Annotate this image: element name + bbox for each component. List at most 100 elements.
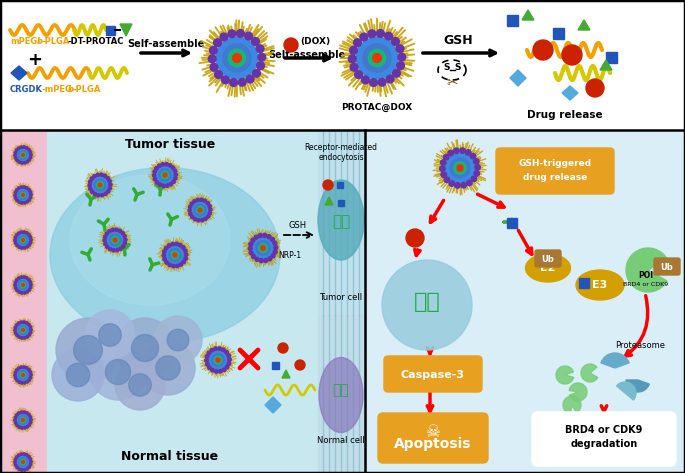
Circle shape bbox=[105, 245, 109, 249]
Circle shape bbox=[193, 200, 196, 203]
Circle shape bbox=[27, 149, 30, 151]
Circle shape bbox=[210, 46, 217, 54]
Text: -PLGA: -PLGA bbox=[42, 37, 71, 46]
Circle shape bbox=[23, 186, 25, 188]
Circle shape bbox=[105, 359, 131, 385]
Circle shape bbox=[16, 369, 18, 371]
FancyBboxPatch shape bbox=[384, 356, 482, 392]
Circle shape bbox=[18, 280, 27, 289]
Circle shape bbox=[258, 234, 262, 237]
Circle shape bbox=[124, 238, 127, 241]
Circle shape bbox=[14, 329, 16, 332]
Circle shape bbox=[23, 321, 25, 324]
Circle shape bbox=[155, 181, 159, 184]
Circle shape bbox=[353, 39, 361, 47]
Polygon shape bbox=[510, 70, 526, 86]
Circle shape bbox=[349, 55, 356, 63]
Circle shape bbox=[25, 367, 28, 369]
Circle shape bbox=[18, 246, 21, 248]
Circle shape bbox=[97, 193, 100, 197]
Circle shape bbox=[233, 53, 241, 62]
Circle shape bbox=[208, 366, 211, 369]
Circle shape bbox=[20, 192, 26, 198]
Circle shape bbox=[259, 259, 263, 263]
Circle shape bbox=[25, 232, 28, 234]
Text: GSH-triggered: GSH-triggered bbox=[519, 159, 592, 168]
Circle shape bbox=[182, 246, 185, 249]
Circle shape bbox=[18, 232, 20, 235]
Circle shape bbox=[101, 193, 104, 197]
Circle shape bbox=[471, 176, 477, 182]
Circle shape bbox=[132, 334, 158, 361]
Circle shape bbox=[175, 264, 179, 268]
FancyBboxPatch shape bbox=[654, 258, 680, 275]
Text: Self-assemble: Self-assemble bbox=[269, 50, 346, 60]
Wedge shape bbox=[601, 353, 629, 368]
Circle shape bbox=[20, 282, 26, 288]
Circle shape bbox=[273, 250, 277, 254]
Circle shape bbox=[22, 461, 25, 464]
Circle shape bbox=[350, 63, 358, 71]
Circle shape bbox=[29, 281, 32, 283]
Text: S: S bbox=[444, 63, 450, 72]
Circle shape bbox=[471, 153, 476, 159]
Circle shape bbox=[98, 183, 102, 187]
Circle shape bbox=[214, 71, 223, 79]
Circle shape bbox=[16, 233, 29, 246]
Circle shape bbox=[356, 37, 397, 79]
Wedge shape bbox=[616, 382, 636, 400]
Circle shape bbox=[249, 242, 253, 246]
Circle shape bbox=[248, 246, 252, 250]
Circle shape bbox=[23, 366, 25, 368]
Circle shape bbox=[392, 37, 399, 45]
Circle shape bbox=[164, 246, 168, 250]
Circle shape bbox=[106, 231, 124, 249]
Circle shape bbox=[28, 158, 31, 161]
Circle shape bbox=[103, 235, 107, 238]
Circle shape bbox=[204, 217, 207, 220]
Circle shape bbox=[18, 191, 27, 200]
Text: -PLGA: -PLGA bbox=[73, 85, 101, 94]
Text: CRGDK: CRGDK bbox=[10, 85, 43, 94]
Circle shape bbox=[27, 455, 30, 458]
Circle shape bbox=[16, 244, 18, 246]
Circle shape bbox=[397, 62, 404, 70]
Circle shape bbox=[254, 235, 258, 239]
Circle shape bbox=[20, 231, 23, 233]
Text: E3: E3 bbox=[593, 280, 608, 290]
Circle shape bbox=[363, 44, 391, 72]
Text: mPEG-: mPEG- bbox=[10, 37, 41, 46]
Circle shape bbox=[198, 208, 202, 212]
Circle shape bbox=[14, 374, 16, 377]
Circle shape bbox=[251, 37, 260, 45]
Circle shape bbox=[18, 187, 20, 190]
Circle shape bbox=[91, 176, 109, 193]
Circle shape bbox=[174, 173, 177, 176]
Circle shape bbox=[29, 156, 32, 159]
Circle shape bbox=[396, 45, 404, 53]
Circle shape bbox=[27, 368, 30, 371]
Circle shape bbox=[201, 219, 203, 222]
Text: degradation: degradation bbox=[571, 439, 638, 449]
Circle shape bbox=[14, 194, 16, 196]
Circle shape bbox=[245, 32, 253, 40]
Circle shape bbox=[441, 172, 447, 177]
Circle shape bbox=[214, 356, 222, 364]
Circle shape bbox=[14, 464, 17, 466]
Polygon shape bbox=[325, 197, 333, 205]
Bar bbox=[0, 0, 685, 130]
Circle shape bbox=[360, 33, 368, 41]
Circle shape bbox=[163, 173, 167, 177]
Circle shape bbox=[26, 245, 29, 248]
Circle shape bbox=[227, 362, 231, 365]
Circle shape bbox=[475, 165, 480, 170]
Circle shape bbox=[18, 457, 27, 466]
Circle shape bbox=[227, 354, 230, 358]
Circle shape bbox=[449, 181, 454, 186]
Circle shape bbox=[20, 453, 23, 455]
Circle shape bbox=[18, 412, 20, 414]
Circle shape bbox=[27, 188, 30, 191]
Circle shape bbox=[18, 150, 27, 159]
Circle shape bbox=[271, 254, 275, 258]
Circle shape bbox=[193, 218, 197, 221]
